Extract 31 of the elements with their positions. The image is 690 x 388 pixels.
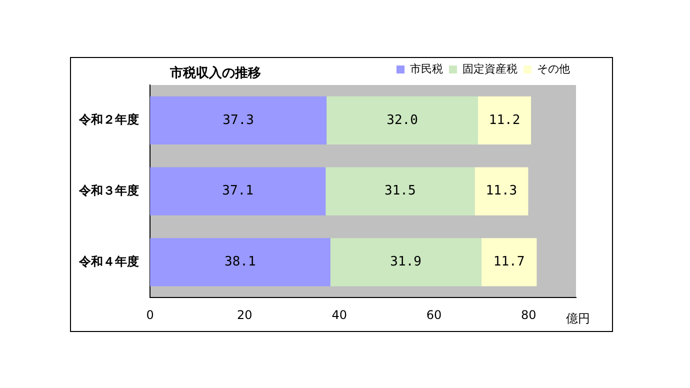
bar (150, 96, 327, 145)
chart-title: 市税収入の推移 (170, 64, 261, 82)
bar (326, 96, 478, 145)
y-tick-label: 令和４年度 (78, 254, 139, 268)
data-label: 37.3 (222, 112, 254, 128)
data-label: 31.5 (384, 184, 416, 199)
bar (481, 238, 537, 286)
bar (326, 167, 475, 216)
data-label: 11.2 (488, 112, 520, 128)
legend-label: 市民税 (410, 62, 443, 76)
x-tick-label: 80 (521, 308, 536, 322)
data-label: 11.3 (486, 184, 518, 199)
bar (150, 167, 326, 216)
x-tick-label: 40 (332, 308, 347, 322)
x-tick-label: 0 (146, 308, 154, 322)
legend-label: 固定資産税 (462, 62, 518, 76)
data-label: 37.1 (222, 184, 254, 199)
bar (150, 238, 330, 286)
bar (474, 167, 528, 216)
data-label: 11.7 (493, 254, 525, 270)
x-axis-title: 億円 (566, 312, 590, 326)
legend-label: その他 (537, 62, 570, 76)
data-label: 32.0 (386, 112, 418, 128)
bar (330, 238, 482, 286)
y-tick-label: 令和３年度 (78, 183, 139, 198)
bar (478, 96, 532, 145)
data-label: 31.9 (390, 254, 422, 270)
data-label: 38.1 (224, 254, 256, 270)
y-tick-label: 令和２年度 (78, 112, 139, 127)
x-tick-label: 60 (426, 308, 442, 322)
x-tick-label: 20 (237, 308, 252, 322)
